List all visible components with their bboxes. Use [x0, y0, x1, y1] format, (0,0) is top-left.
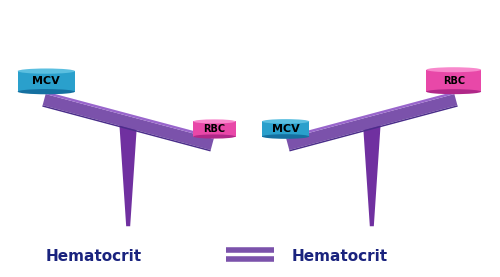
Polygon shape	[46, 92, 214, 139]
Polygon shape	[286, 94, 458, 150]
Polygon shape	[42, 105, 210, 152]
Polygon shape	[290, 105, 458, 152]
Polygon shape	[426, 70, 481, 92]
Ellipse shape	[262, 134, 309, 139]
Ellipse shape	[262, 119, 309, 124]
Text: MCV: MCV	[272, 124, 299, 134]
Ellipse shape	[193, 119, 236, 124]
Polygon shape	[363, 122, 381, 226]
Polygon shape	[119, 122, 137, 226]
Ellipse shape	[18, 89, 75, 94]
Text: RBC: RBC	[204, 124, 226, 134]
Ellipse shape	[193, 134, 236, 138]
Text: RBC: RBC	[442, 76, 465, 86]
Text: Hematocrit: Hematocrit	[292, 249, 388, 264]
Polygon shape	[193, 121, 236, 137]
Ellipse shape	[18, 68, 75, 74]
Ellipse shape	[426, 67, 481, 72]
Text: Hematocrit: Hematocrit	[46, 249, 142, 264]
Polygon shape	[262, 121, 309, 137]
Polygon shape	[286, 92, 454, 139]
Ellipse shape	[426, 89, 481, 94]
Polygon shape	[18, 71, 75, 92]
Text: MCV: MCV	[32, 76, 60, 86]
Polygon shape	[42, 94, 213, 150]
